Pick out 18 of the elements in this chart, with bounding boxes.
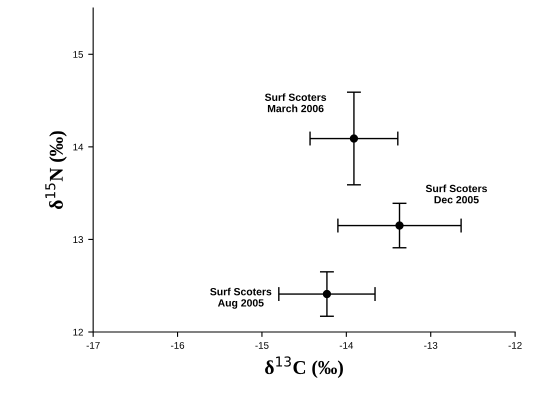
x-axis-title: δ$^{13}$C (‰) [265, 356, 343, 378]
y-tick-label: 12 [73, 328, 83, 336]
x-tick-label: -14 [340, 342, 354, 349]
x-tick-label: -15 [255, 342, 269, 349]
annotation: Surf Scoters Dec 2005 [426, 184, 487, 204]
x-tick-label: -13 [424, 342, 438, 349]
point [350, 134, 358, 143]
x-tick-label: -17 [86, 342, 100, 349]
point [395, 221, 404, 230]
y-tick-label: 14 [73, 144, 84, 150]
annotation: Surf Scoters March 2006 [264, 93, 326, 112]
point [322, 290, 332, 298]
x-tick-label: -12 [508, 342, 522, 349]
y-axis-title: δ$^{15}$N (‰) [45, 131, 67, 210]
x-tick-label: -16 [170, 342, 184, 349]
y-tick-label: 15 [73, 51, 84, 58]
y-tick-label: 13 [73, 236, 84, 244]
annotation: Surf Scoters Aug 2005 [210, 288, 272, 309]
